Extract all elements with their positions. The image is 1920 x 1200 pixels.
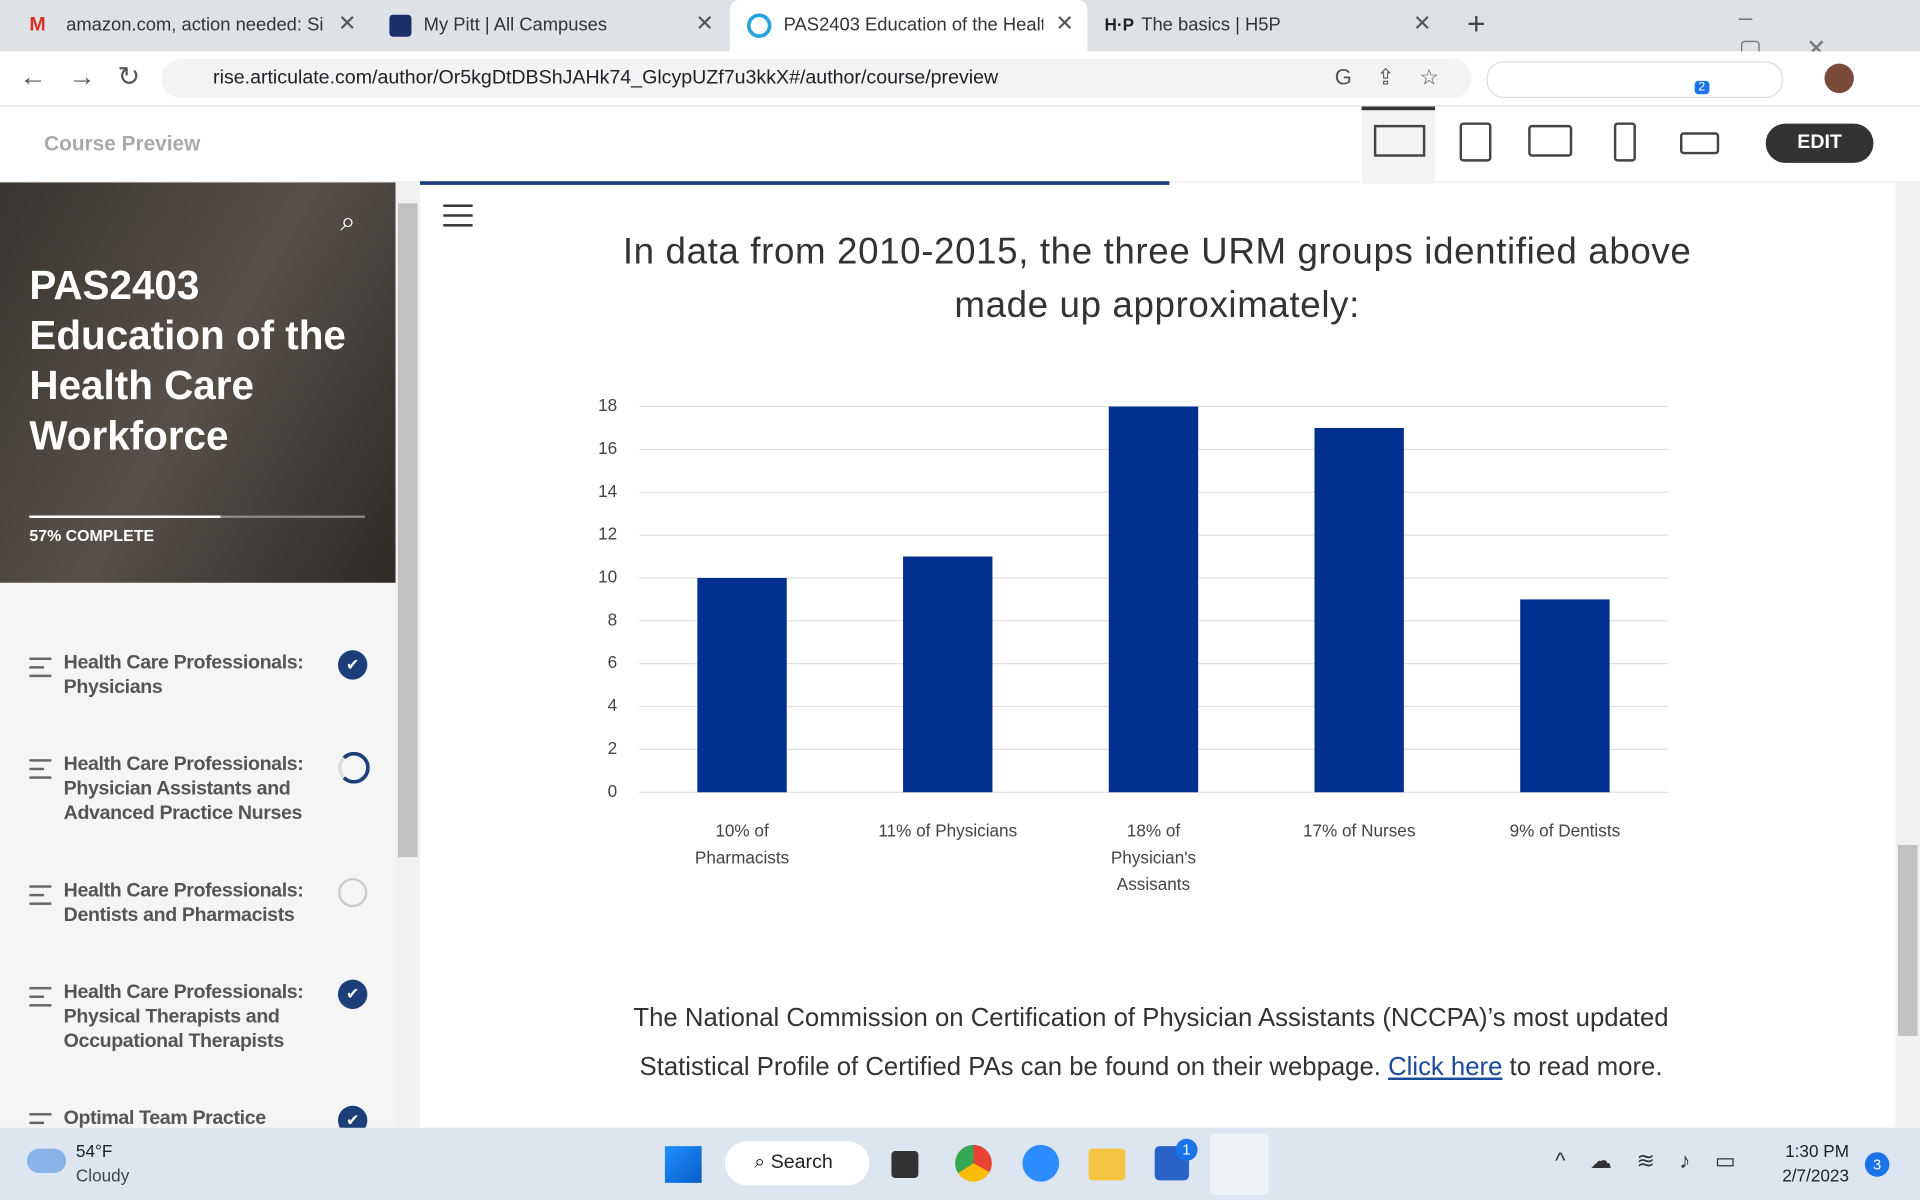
new-tab[interactable]: + [1466, 4, 1486, 42]
lesson-icon [29, 657, 52, 678]
y-tick-label: 6 [608, 652, 618, 672]
y-tick-label: 0 [608, 781, 618, 801]
search-icon[interactable]: ⌕ [340, 205, 356, 237]
start[interactable] [664, 1146, 702, 1183]
tab-close[interactable]: ✕ [695, 11, 714, 36]
tab[interactable]: The basics | H5P [1141, 14, 1281, 36]
lesson-title[interactable]: Optimal Team Practice [63, 1108, 266, 1129]
paragraph-text: The National Commission on Certification… [633, 1004, 1669, 1082]
omnibox-icons[interactable]: G⇪☆ [1334, 64, 1464, 90]
tab[interactable]: PAS2403 Education of the Health [783, 14, 1044, 36]
url[interactable]: rise.articulate.com/author/Or5kgDtDBShJA… [213, 67, 999, 89]
snip[interactable] [1209, 1133, 1269, 1196]
profile[interactable] [1824, 63, 1854, 94]
bar [903, 556, 993, 793]
search-text: Search [770, 1152, 833, 1174]
y-tick-label: 8 [608, 609, 618, 629]
y-tick-label: 4 [608, 695, 618, 715]
y-tick-label: 12 [598, 524, 617, 544]
menu[interactable] [443, 204, 473, 227]
lesson-icon [29, 986, 52, 1007]
rise-icon [746, 13, 772, 38]
time: 1:30 PM [1785, 1141, 1849, 1161]
weather: Cloudy [75, 1165, 130, 1186]
lesson-title[interactable]: Health Care Professionals: Physicians [63, 652, 304, 698]
nav-buttons[interactable]: ←→↻ [19, 61, 163, 92]
chrome[interactable] [955, 1144, 992, 1182]
tab-close[interactable]: ✕ [337, 11, 357, 36]
extension-badge: 2 [1694, 80, 1709, 95]
tray[interactable]: ^☁≋♪▭ [1555, 1148, 1761, 1174]
tab[interactable]: amazon.com, action needed: Sig [66, 14, 324, 36]
search-label: ⌕ Search [754, 1152, 833, 1174]
pitt-icon [389, 14, 412, 37]
store-badge: 1 [1175, 1138, 1198, 1161]
device-tablet-landscape[interactable] [1528, 124, 1573, 157]
y-tick-label: 10 [598, 566, 617, 586]
lesson-status: ✔ [337, 650, 368, 680]
progress-label: 57% COMPLETE [29, 526, 155, 545]
scroll-thumb [1897, 844, 1918, 1036]
lesson-title[interactable]: Health Care Professionals: Physician Ass… [63, 754, 304, 825]
y-tick-label: 18 [598, 395, 617, 415]
header-title: Course Preview [44, 132, 201, 156]
link[interactable]: Click here [1388, 1053, 1503, 1082]
lesson-icon [29, 759, 52, 779]
progress-fill [29, 515, 221, 518]
lesson-progress [420, 181, 1170, 185]
scroll-thumb [397, 203, 418, 858]
chart-title: In data from 2010-2015, the three URM gr… [622, 231, 1692, 326]
tab-close[interactable]: ✕ [1413, 11, 1432, 36]
gmail-icon: M [29, 14, 46, 36]
lesson-title[interactable]: Health Care Professionals: Physical Ther… [63, 982, 304, 1052]
bar [1520, 599, 1610, 793]
lesson-status: ✔ [337, 979, 368, 1009]
active-tab-bg [729, 0, 1088, 52]
device-icon [1373, 124, 1426, 157]
tab[interactable]: My Pitt | All Campuses [423, 14, 608, 36]
bar [1108, 406, 1199, 793]
lesson-icon [29, 885, 52, 905]
search-box[interactable] [724, 1141, 870, 1186]
lesson-title[interactable]: Health Care Professionals: Dentists and … [63, 880, 304, 926]
temperature: 54°F [75, 1141, 113, 1161]
notifications[interactable]: 3 [1864, 1152, 1890, 1177]
x-tick-label: 17% of Nurses [1302, 820, 1416, 840]
device-tablet[interactable] [1459, 122, 1492, 162]
x-tick-label: 10% of Pharmacists [694, 820, 790, 867]
bar [697, 577, 787, 793]
y-tick-label: 16 [598, 438, 617, 458]
paragraph-text: to read more. [1502, 1053, 1663, 1082]
lesson-status [337, 751, 370, 784]
tab-close[interactable]: ✕ [1055, 11, 1074, 36]
course-title: PAS2403 Education of the Health Care Wor… [29, 262, 346, 458]
h5p-icon: H·P [1104, 14, 1135, 35]
weather-icon [26, 1148, 67, 1174]
omnibox[interactable] [161, 58, 1472, 98]
edit-button[interactable]: EDIT [1765, 123, 1874, 163]
bar [1314, 427, 1404, 793]
extensions[interactable] [1486, 61, 1783, 98]
explorer[interactable] [1088, 1148, 1126, 1181]
date: 2/7/2023 [1782, 1165, 1849, 1186]
device-phone-landscape[interactable] [1680, 132, 1720, 155]
x-tick-label: 9% of Dentists [1509, 820, 1621, 840]
y-tick-label: 14 [598, 481, 618, 501]
zoom[interactable] [1022, 1144, 1060, 1182]
paragraph: The National Commission on Certification… [600, 994, 1702, 1092]
task-view[interactable] [891, 1151, 919, 1178]
x-tick-label: 18% of Physician's Assisants [1110, 820, 1197, 894]
lesson-status [337, 877, 368, 908]
lesson-list [0, 582, 396, 1128]
device-phone[interactable] [1613, 122, 1636, 162]
x-tick-label: 11% of Physicians [878, 820, 1018, 840]
y-tick-label: 2 [608, 738, 618, 758]
